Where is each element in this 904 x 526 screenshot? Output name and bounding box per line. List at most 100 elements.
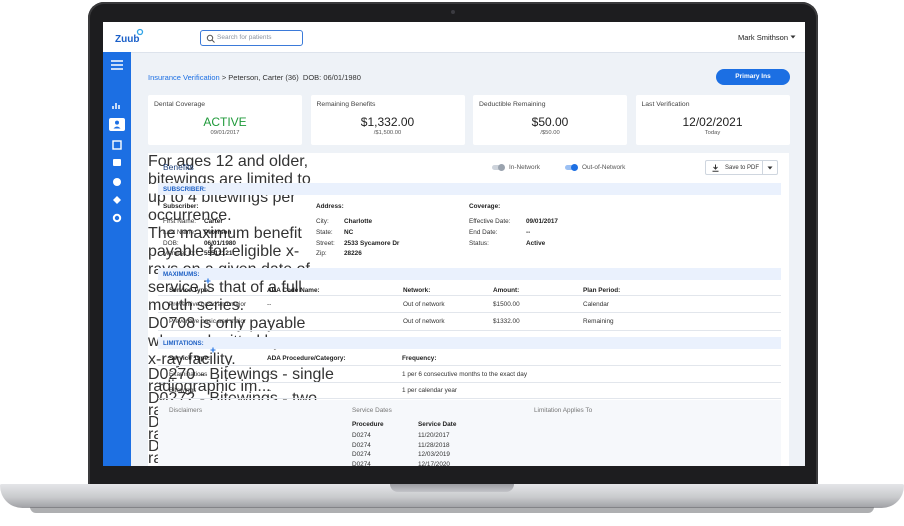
column-title: Coverage: bbox=[469, 203, 501, 210]
row-divider bbox=[158, 295, 781, 296]
save-pdf-button[interactable]: Save to PDF bbox=[705, 160, 778, 175]
card-label: Deductible Remaining bbox=[479, 101, 546, 108]
service-procedure: D0274 bbox=[352, 451, 371, 459]
column-header: ADA Code Name: bbox=[267, 287, 320, 294]
expand-chevron[interactable] bbox=[159, 373, 165, 391]
table-cell: -- bbox=[267, 387, 272, 394]
field-value: 2533 Sycamore Dr bbox=[344, 240, 400, 247]
expand-chevron-glyph bbox=[159, 382, 165, 386]
laptop-notch bbox=[390, 484, 514, 492]
primary-ins-button[interactable]: Primary Ins bbox=[716, 69, 790, 85]
logo[interactable]: Zuub bbox=[115, 34, 140, 45]
field-value: 28226 bbox=[344, 250, 362, 257]
nav-messages[interactable] bbox=[112, 177, 122, 187]
field-value: 55512121 bbox=[204, 250, 233, 257]
nav-schedule[interactable] bbox=[112, 140, 122, 150]
section-heading: LIMITATIONS: bbox=[163, 340, 204, 347]
user-caret bbox=[790, 35, 796, 39]
benefits-panel: Benefits In-Network Out-of-Network Save … bbox=[148, 153, 789, 466]
add-button[interactable] bbox=[205, 271, 211, 289]
field-value: Charlotte bbox=[344, 218, 373, 225]
field-label: End Date: bbox=[469, 229, 498, 236]
detail-title: Disclaimers bbox=[169, 407, 203, 414]
column-header: ADA Procedure/Category: bbox=[267, 355, 346, 362]
service-date: 11/20/2017 bbox=[418, 432, 450, 439]
user-menu[interactable]: Mark Smithson bbox=[738, 33, 789, 42]
field-value: -- bbox=[526, 229, 531, 236]
table-cell: Bitewings bbox=[169, 387, 197, 394]
search-icon bbox=[206, 34, 215, 43]
column-header: Service Type: bbox=[169, 287, 211, 294]
table-cell: 1 per 6 consecutive months to the exact … bbox=[402, 371, 528, 378]
row-divider bbox=[158, 398, 781, 399]
summary-card: Remaining Benefits $1,332.00/$1,500.00 bbox=[310, 95, 465, 145]
card-value: 12/02/2021 bbox=[682, 115, 743, 129]
menu-icon[interactable] bbox=[111, 60, 123, 70]
card-label: Last Verification bbox=[641, 101, 690, 108]
toggle-track[interactable] bbox=[492, 165, 503, 170]
section-bar: MAXIMUMS: bbox=[158, 268, 781, 280]
service-date: 12/03/2019 bbox=[418, 451, 450, 459]
toggle-label: Out-of-Network bbox=[582, 164, 626, 171]
section-heading: SUBSCRIBER: bbox=[163, 186, 206, 193]
row-divider bbox=[158, 312, 781, 313]
nav-payments[interactable] bbox=[112, 195, 122, 205]
card-sub: /$50.00 bbox=[540, 130, 560, 136]
table-cell: -- bbox=[267, 318, 272, 325]
column-header: Network: bbox=[403, 287, 431, 294]
table-cell: Out of network bbox=[403, 301, 445, 308]
detail-title: Service Dates bbox=[352, 407, 392, 414]
nav-reports[interactable] bbox=[112, 101, 122, 110]
field-label: Status: bbox=[469, 240, 489, 247]
breadcrumb-link[interactable]: Insurance Verification bbox=[148, 73, 220, 82]
add-button[interactable] bbox=[210, 340, 216, 358]
nav-claims[interactable] bbox=[112, 158, 122, 168]
breadcrumb-patient: > Peterson, Carter (36) bbox=[221, 73, 299, 82]
search-box[interactable]: Search for patients bbox=[200, 30, 303, 46]
summary-card: Last Verification 12/02/2021 Today bbox=[635, 95, 790, 145]
table-cell: Out of network bbox=[403, 318, 445, 325]
field-label: Member Id: bbox=[163, 250, 196, 257]
column-header: Service Date bbox=[418, 421, 457, 428]
breadcrumb: Insurance Verification > Peterson, Carte… bbox=[148, 73, 361, 82]
column-title: Subscriber: bbox=[163, 203, 199, 210]
benefits-title: Benefits bbox=[163, 162, 194, 172]
section-bar: LIMITATIONS: bbox=[158, 337, 781, 349]
download-icon bbox=[712, 164, 719, 172]
card-sub: Today bbox=[704, 130, 721, 136]
toggle-label: In-Network bbox=[509, 164, 540, 171]
row-divider bbox=[158, 365, 781, 366]
card-value: $50.00 bbox=[531, 115, 569, 129]
column-header: Frequency: bbox=[402, 355, 437, 362]
logo-mark bbox=[136, 28, 144, 36]
field-label: DOB: bbox=[163, 240, 179, 247]
card-value: $1,332.00 bbox=[360, 115, 415, 129]
field-value: 06/01/1980 bbox=[204, 240, 236, 247]
detail-panel bbox=[158, 400, 781, 466]
field-value: 09/01/2017 bbox=[526, 218, 558, 225]
toggle-track[interactable] bbox=[565, 165, 576, 170]
camera bbox=[451, 10, 455, 14]
card-value: ACTIVE bbox=[203, 115, 247, 129]
field-label: Street: bbox=[316, 240, 335, 247]
save-pdf-label: Save to PDF bbox=[725, 164, 760, 171]
field-label: Last Name: bbox=[163, 229, 196, 236]
summary-card: Deductible Remaining $50.00/$50.00 bbox=[473, 95, 627, 145]
column-header: Procedure bbox=[352, 421, 384, 428]
column-header: Plan Period: bbox=[583, 287, 621, 294]
add-button-glyph bbox=[210, 347, 216, 353]
card-sub: /$1,500.00 bbox=[373, 130, 402, 136]
row-divider bbox=[158, 382, 781, 383]
app-screen: Zuub Search for patients Mark Smithson I… bbox=[103, 22, 805, 466]
patient-icon bbox=[113, 120, 121, 129]
top-bar: Zuub Search for patients Mark Smithson bbox=[103, 22, 805, 53]
nav-patients-active[interactable] bbox=[109, 118, 125, 131]
section-bar: SUBSCRIBER: bbox=[158, 183, 781, 195]
field-value: NC bbox=[344, 229, 354, 236]
table-cell: Preventive basic and major bbox=[169, 301, 247, 308]
service-procedure: D0274 bbox=[352, 432, 371, 439]
nav-settings[interactable] bbox=[112, 213, 122, 223]
column-header: Amount: bbox=[493, 287, 520, 294]
card-label: Remaining Benefits bbox=[316, 101, 376, 108]
